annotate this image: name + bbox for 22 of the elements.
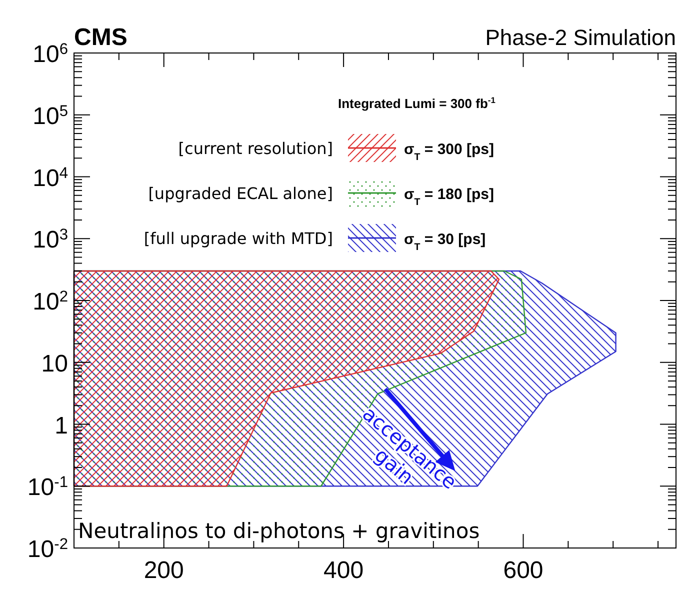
x-tick-label: 400 [324, 557, 364, 584]
annotation: Neutralinos to di-photons + gravitinos [78, 519, 480, 543]
chart-subtitle: Phase-2 Simulation [485, 25, 676, 50]
legend-title: Integrated Lumi = 300 fb$^{-1}$ [338, 95, 496, 111]
legend-label: σ$_{T}$ = 180 [ps] [404, 186, 494, 208]
y-tick-label: 1 [54, 412, 68, 440]
y-tick-label: 10$^{2}$ [32, 288, 68, 316]
x-tick-label: 600 [503, 557, 544, 584]
legend-label: σ$_{T}$ = 300 [ps] [404, 141, 494, 162]
annotation: [current resolution] [178, 139, 333, 158]
legend-label: σ$_{T}$ = 30 [ps] [404, 231, 486, 252]
y-tick-label: 10$^{6}$ [32, 40, 68, 68]
y-tick-label: 10$^{-2}$ [27, 536, 68, 563]
y-tick-label: 10$^{3}$ [32, 226, 68, 254]
annotation: [upgraded ECAL alone] [148, 184, 333, 203]
annotation: [full upgrade with MTD] [144, 229, 333, 248]
chart-title: CMS [74, 24, 128, 51]
x-tick-label: 200 [144, 557, 184, 584]
y-tick-label: 10 [41, 350, 68, 378]
y-tick-label: 10$^{4}$ [32, 164, 68, 192]
y-tick-label: 10$^{-1}$ [27, 474, 68, 502]
y-tick-label: 10$^{5}$ [32, 102, 68, 130]
